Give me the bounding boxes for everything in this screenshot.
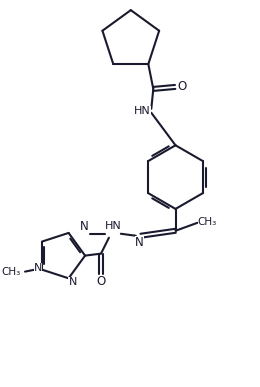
Text: N: N [80,220,88,233]
Text: HN: HN [134,106,151,116]
Text: O: O [178,80,187,93]
Text: N: N [34,263,42,273]
Text: N: N [135,236,144,249]
Text: CH₃: CH₃ [198,217,217,227]
Text: CH₃: CH₃ [2,267,21,277]
Text: HN: HN [105,221,121,231]
Text: N: N [68,277,77,287]
Text: O: O [96,275,106,288]
